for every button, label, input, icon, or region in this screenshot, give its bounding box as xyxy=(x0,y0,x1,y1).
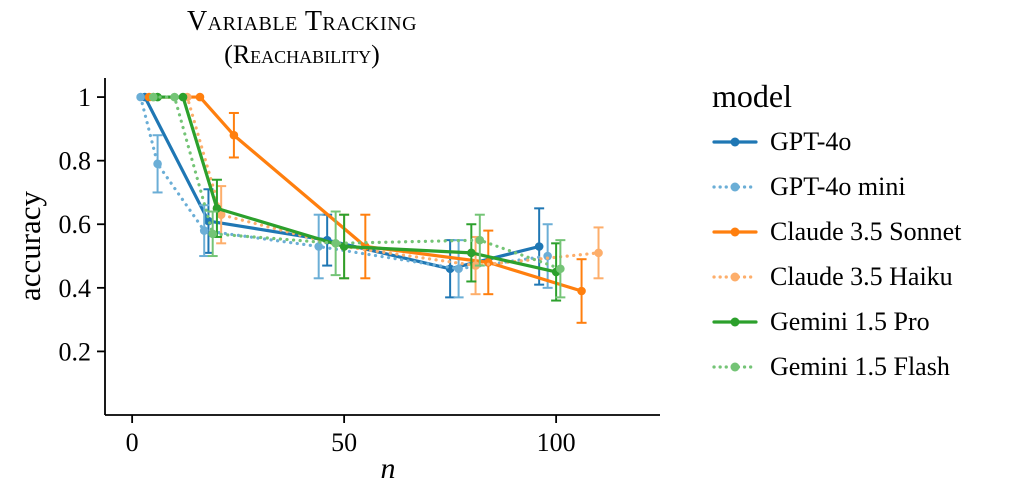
data-point xyxy=(556,264,565,274)
legend-item-label: Claude 3.5 Haiku xyxy=(770,262,953,291)
legend-item: Gemini 1.5 Flash xyxy=(712,352,961,382)
chart-title: Variable Tracking (Reachability) xyxy=(0,4,604,72)
y-tick-label: 0.4 xyxy=(59,274,92,303)
series-claude-3-5-sonnet xyxy=(144,92,587,324)
data-point xyxy=(153,159,162,169)
y-tick-label: 1 xyxy=(78,83,91,112)
data-point xyxy=(577,286,586,296)
legend-items: GPT-4o GPT-4o mini Claude 3.5 Sonnet Claude… xyxy=(712,127,961,382)
legend-marker xyxy=(730,362,740,372)
y-tick-label: 0.6 xyxy=(59,210,92,239)
data-point xyxy=(331,239,340,248)
legend-item-label: Claude 3.5 Sonnet xyxy=(770,217,962,246)
series-gemini-1-5-flash xyxy=(149,92,566,299)
x-tick-label: 100 xyxy=(537,428,576,457)
legend-marker xyxy=(730,227,740,237)
y-tick-label: 0.2 xyxy=(59,337,92,366)
legend-marker xyxy=(730,317,740,327)
legend-item: Claude 3.5 Sonnet xyxy=(712,217,961,247)
data-point xyxy=(467,248,476,258)
legend-item-label: Gemini 1.5 Flash xyxy=(770,352,950,381)
legend-swatch xyxy=(712,272,758,282)
data-point xyxy=(454,264,463,274)
data-point xyxy=(314,242,323,251)
legend-swatch xyxy=(712,227,758,237)
data-point xyxy=(475,235,485,245)
legend-item: Claude 3.5 Haiku xyxy=(712,262,961,292)
data-point xyxy=(543,251,552,261)
data-point xyxy=(199,226,209,235)
data-point xyxy=(534,242,544,251)
legend-swatch xyxy=(712,317,758,327)
data-point xyxy=(195,92,205,102)
data-point xyxy=(178,92,188,102)
legend-marker xyxy=(730,272,740,282)
data-point xyxy=(229,130,239,140)
legend-item: GPT-4o xyxy=(712,127,961,157)
legend-swatch xyxy=(712,362,758,372)
legend: model GPT-4o GPT-4o mini Claude 3.5 Sonnet… xyxy=(712,78,961,397)
series-line-claude-3-5-haiku xyxy=(151,95,601,268)
data-point xyxy=(216,210,226,220)
legend-item: Gemini 1.5 Pro xyxy=(712,307,961,337)
x-tick-label: 0 xyxy=(126,428,139,457)
data-point xyxy=(212,204,222,213)
legend-item: GPT-4o mini xyxy=(712,172,961,202)
data-point xyxy=(594,248,603,258)
data-point xyxy=(208,229,217,239)
legend-swatch xyxy=(712,182,758,192)
chart-title-line2: (Reachability) xyxy=(224,40,380,69)
series-gpt-4o xyxy=(140,92,545,299)
data-point xyxy=(136,92,145,102)
y-tick-label: 0.8 xyxy=(59,147,92,176)
chart-title-line1: Variable Tracking xyxy=(186,6,418,37)
data-point xyxy=(483,258,493,267)
series-gemini-1-5-pro xyxy=(153,92,562,302)
data-point xyxy=(170,92,179,102)
legend-item-label: Gemini 1.5 Pro xyxy=(770,307,930,336)
legend-marker xyxy=(730,137,740,147)
legend-item-label: GPT-4o mini xyxy=(770,172,906,201)
legend-swatch xyxy=(712,137,758,147)
data-point xyxy=(149,92,158,102)
legend-item-label: GPT-4o xyxy=(770,127,852,156)
x-tick-label: 50 xyxy=(331,428,357,457)
legend-title: model xyxy=(712,78,792,114)
legend-marker xyxy=(730,182,740,192)
series-line-gemini-1-5-flash xyxy=(151,95,562,271)
x-axis-label: n xyxy=(380,452,396,485)
